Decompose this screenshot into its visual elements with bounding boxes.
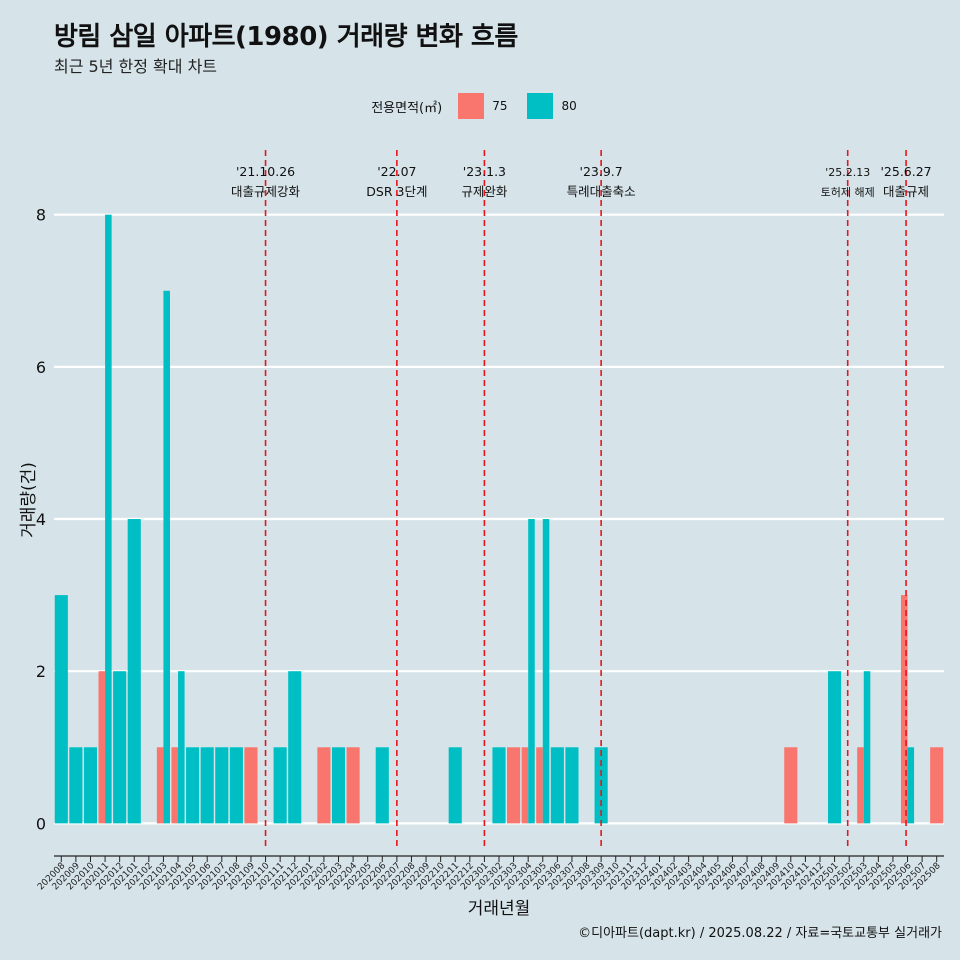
- bar-80: [163, 290, 170, 824]
- bar-75: [171, 747, 179, 824]
- event-date: '22.07: [377, 164, 416, 179]
- bar-75: [346, 747, 360, 824]
- event-date: '21.10.26: [236, 164, 295, 179]
- x-axis-title: 거래년월: [468, 899, 531, 919]
- y-axis-title: 거래량(건): [19, 462, 39, 538]
- bar-80: [375, 747, 389, 824]
- y-tick-label: 4: [36, 510, 46, 529]
- legend-label-80: 80: [561, 99, 577, 113]
- bar-80: [863, 671, 871, 824]
- event-date: '25.6.27: [880, 164, 931, 179]
- chart-subtitle: 최근 5년 한정 확대 차트: [54, 57, 218, 76]
- bar-75: [930, 747, 944, 824]
- legend: 전용면적(㎡) 75 80: [0, 93, 960, 119]
- bar-80: [331, 747, 346, 824]
- bar-75: [784, 747, 798, 824]
- bar-80: [273, 747, 287, 824]
- bar-75: [857, 747, 864, 824]
- bar-80: [186, 747, 200, 824]
- bar-75: [317, 747, 331, 824]
- source-caption: ©디아파트(dapt.kr) / 2025.08.22 / 자료=국토교통부 실…: [578, 926, 942, 941]
- bar-80: [288, 671, 302, 824]
- y-tick-label: 2: [36, 662, 46, 681]
- event-label: 특례대출축소: [567, 184, 636, 199]
- chart-title: 방림 삼일 아파트(1980) 거래량 변화 흐름: [54, 22, 518, 52]
- bar-80: [83, 747, 98, 824]
- bar-75: [98, 671, 106, 824]
- y-tick-label: 6: [36, 358, 46, 377]
- bar-75: [536, 747, 543, 824]
- bar-75: [156, 747, 164, 824]
- legend-swatch-80: [527, 93, 554, 119]
- bar-80: [542, 519, 550, 824]
- bar-80: [105, 214, 112, 824]
- bar-80: [528, 519, 535, 824]
- y-tick-label: 8: [36, 206, 46, 225]
- event-date: '25.2.13: [825, 166, 870, 179]
- legend-swatch-75: [458, 93, 485, 119]
- bar-75: [521, 747, 529, 824]
- bar-80: [492, 747, 506, 824]
- event-label: 토허제 해제: [821, 185, 875, 199]
- event-date: '23.9.7: [580, 164, 623, 179]
- bar-75: [900, 595, 908, 824]
- event-date: '23.1.3: [463, 164, 506, 179]
- event-label: DSR 3단계: [366, 184, 427, 199]
- bar-75: [507, 747, 521, 824]
- bar-80: [54, 595, 68, 824]
- bar-80: [178, 671, 185, 824]
- bar-80: [448, 747, 462, 824]
- y-tick-label: 0: [36, 814, 46, 833]
- bar-80: [550, 747, 564, 824]
- bar-80: [828, 671, 842, 824]
- bar-80: [69, 747, 83, 824]
- bar-75: [244, 747, 258, 824]
- legend-label-75: 75: [492, 99, 508, 113]
- event-label: 규제완화: [461, 184, 508, 199]
- bar-80: [215, 747, 229, 824]
- event-label: 대출규제강화: [231, 184, 301, 199]
- bar-80: [565, 747, 579, 824]
- bar-80: [907, 747, 915, 824]
- bar-80: [200, 747, 214, 824]
- event-label: 대출규제: [883, 184, 929, 199]
- bar-80: [229, 747, 243, 824]
- bar-80: [113, 671, 127, 824]
- legend-title: 전용면적(㎡): [371, 100, 443, 116]
- bar-80: [127, 519, 141, 824]
